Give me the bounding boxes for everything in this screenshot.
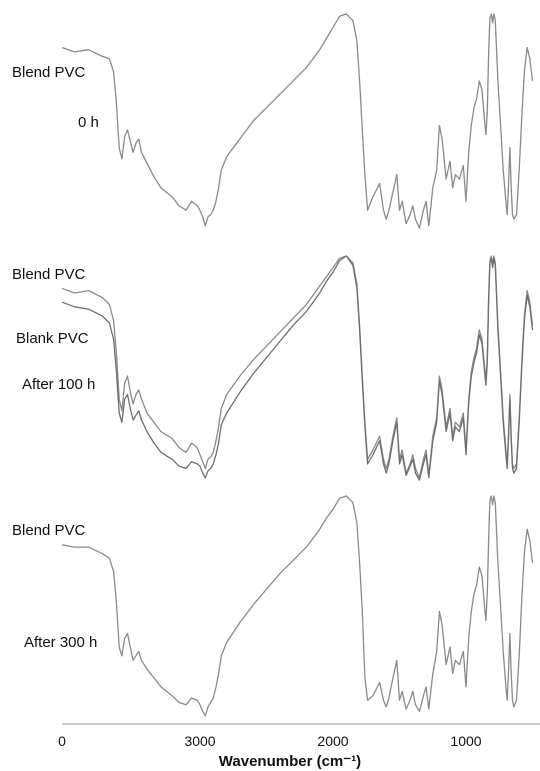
panel-2-label-blank-pvc: Blank PVC bbox=[16, 330, 89, 347]
panel-3-label-blend-pvc: Blend PVC bbox=[12, 522, 86, 539]
spectra-panels bbox=[61, 13, 534, 717]
panel-1 bbox=[61, 13, 534, 229]
x-axis-title: Wavenumber (cm⁻¹) bbox=[219, 753, 361, 770]
x-tick-label-2000: 2000 bbox=[317, 733, 348, 749]
x-axis-ticks: 0 3000 2000 1000 bbox=[58, 733, 482, 749]
x-tick-label-1000: 1000 bbox=[450, 733, 481, 749]
panel-2-series-2-line bbox=[61, 255, 534, 481]
x-tick-label-0: 0 bbox=[58, 733, 66, 749]
panel-2-label-time: After 100 h bbox=[22, 376, 96, 393]
panel-1-label-time: 0 h bbox=[78, 114, 99, 131]
panel-2-series-1-line bbox=[61, 255, 534, 479]
panel-3 bbox=[61, 495, 534, 717]
panel-3-series-1-line bbox=[61, 495, 534, 717]
panel-2-label-blend-pvc: Blend PVC bbox=[12, 266, 86, 283]
panel-1-series-1-line bbox=[61, 13, 534, 229]
x-tick-label-3000: 3000 bbox=[184, 733, 215, 749]
panel-1-label-blend-pvc: Blend PVC bbox=[12, 64, 86, 81]
panel-2 bbox=[61, 255, 534, 481]
panel-3-label-time: After 300 h bbox=[24, 634, 98, 651]
